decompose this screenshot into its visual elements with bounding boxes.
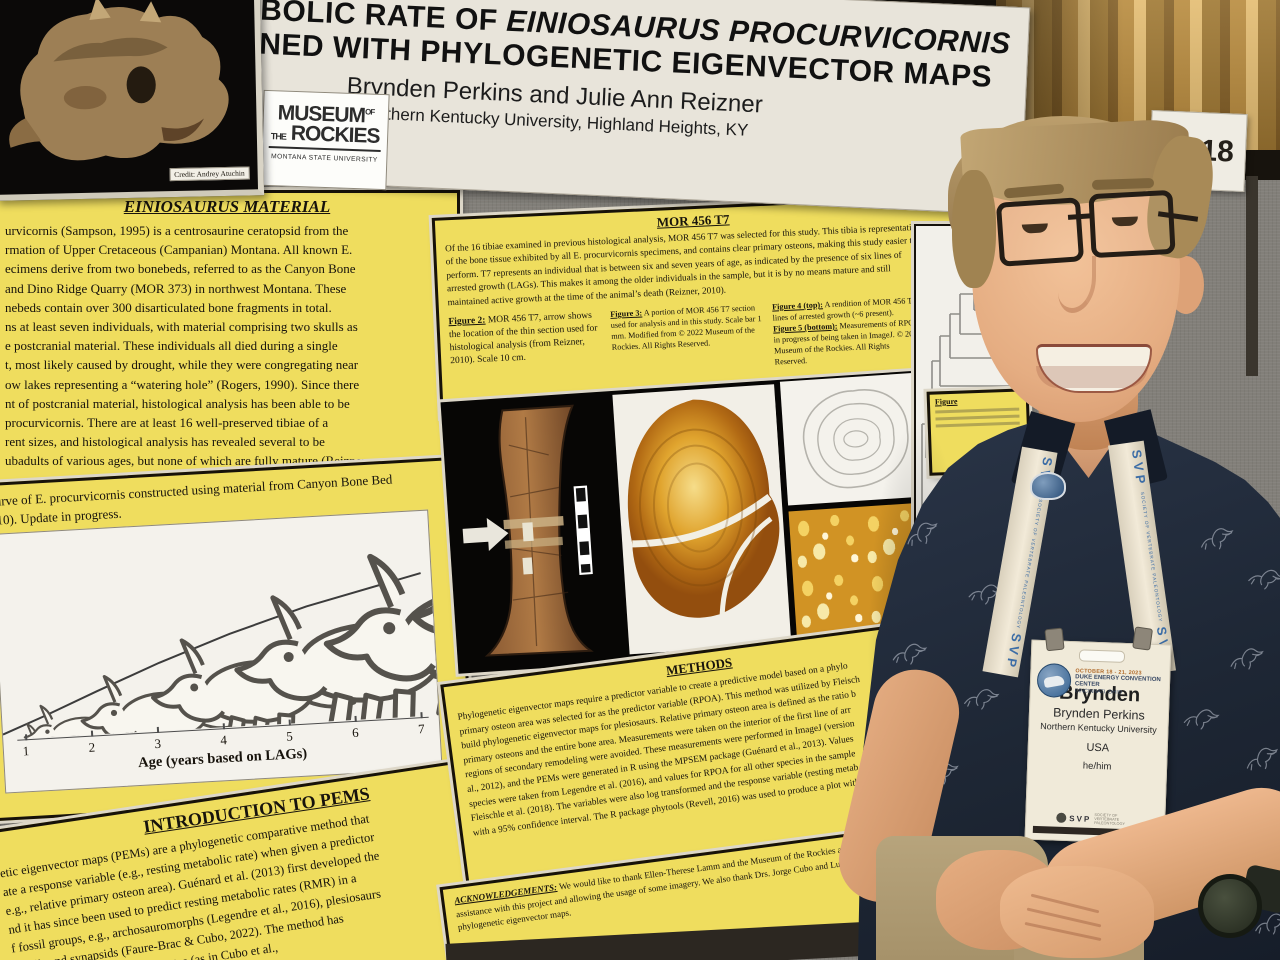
dino-print-icon <box>1195 520 1238 552</box>
badge-card: OCTOBER 18 - 21, 2023 DUKE ENERGY CONVEN… <box>1024 639 1172 845</box>
dino-print-icon <box>890 638 930 665</box>
logo-rockies: ROCKIES <box>290 121 380 148</box>
badge-slot <box>1078 649 1126 663</box>
poster-section-einiosaurus-material: EINIOSAURUS MATERIAL urvicornis (Sampson… <box>0 190 460 502</box>
material-body: urvicornis (Sampson, 1995) is a centrosa… <box>5 221 449 471</box>
figure5-caption: Figure 5 (bottom): Measurements of RPOA … <box>773 317 925 368</box>
left-hand <box>1000 866 1154 958</box>
text-line: nt of postcranial material, histological… <box>5 395 350 411</box>
text-line: t, most likely caused by drought, while … <box>5 357 359 373</box>
dino-print-icon <box>1226 641 1268 671</box>
poster-figure-image-strip <box>440 370 942 674</box>
text-line: and Dino Ridge Quarry (MOR 373) in north… <box>5 280 347 296</box>
dino-print-icon <box>961 681 1003 711</box>
figure3-label: Figure 3: <box>610 308 643 319</box>
badge-header: OCTOBER 18 - 21, 2023 DUKE ENERGY CONVEN… <box>1036 662 1164 701</box>
growth-curve-drawing <box>2 511 439 740</box>
text-line: nebeds contain over 300 disarticulated b… <box>5 299 332 315</box>
hair-side-left <box>952 170 996 288</box>
text-line: ecimens derive from two bonebeds, referr… <box>5 261 356 277</box>
badge-country: USA <box>1086 741 1110 755</box>
poster-figure1-growth-curve: curve of E. procurvicornis constructed u… <box>0 456 476 822</box>
logo-the: THE <box>270 131 287 142</box>
material-heading: EINIOSAURUS MATERIAL <box>123 197 331 216</box>
einiosaurus-skull-photo: Credit: Andrey Atuchin <box>0 0 265 201</box>
text-line: 2 <box>85 739 98 756</box>
badge-pronouns: he/him <box>1082 760 1112 773</box>
text-line: 3 <box>151 736 164 753</box>
text-line: 4 <box>217 732 230 749</box>
mouth-shading <box>1036 366 1148 388</box>
histology-drawing <box>627 399 781 618</box>
badge-affiliation: Northern Kentucky University <box>1040 721 1157 736</box>
badge-footer-svp: SVP <box>1069 813 1092 824</box>
logo-university: MONTANA STATE UNIVERSITY <box>270 153 378 164</box>
figure3-caption: Figure 3: A portion of MOR 456 T7 sectio… <box>610 302 765 375</box>
badge-footer-org: SOCIETY OF VERTEBRATE PALEONTOLOGY <box>1094 812 1126 827</box>
dino-print-icon <box>1240 739 1280 774</box>
figure4-5-caption: Figure 4 (top): A rendition of MOR 456 T… <box>772 295 925 368</box>
poster-board-right-frame <box>1246 176 1258 376</box>
conference-badge: OCTOBER 18 - 21, 2023 DUKE ENERGY CONVEN… <box>1024 626 1172 845</box>
text-line: rmation of Upper Cretaceous (Campanian) … <box>5 242 353 258</box>
nose <box>1058 256 1096 313</box>
lag-rings-svg <box>802 389 909 489</box>
text-line: ubadults of various ages, but none of wh… <box>5 453 369 469</box>
badge-clip-left <box>1044 627 1065 652</box>
dino-print-icon <box>1180 700 1223 732</box>
logo-rockies-word: THE ROCKIES <box>268 121 382 152</box>
dino-print-icon <box>1244 559 1280 595</box>
figure5-label: Figure 5 (bottom): <box>772 321 838 334</box>
text-line: ns at least seven individuals, with mate… <box>5 319 358 335</box>
badge-event-info: OCTOBER 18 - 21, 2023 DUKE ENERGY CONVEN… <box>1075 668 1164 697</box>
unreadable-text-line <box>935 407 1020 414</box>
side-figure-label: Figure <box>934 396 958 407</box>
text-line: 1 <box>20 743 33 760</box>
figure2-caption: Figure 2: MOR 456 T7, arrow shows the lo… <box>448 309 603 382</box>
lag-rings-drawing <box>779 372 926 506</box>
text-line: rent sizes, and histological analysis ha… <box>5 434 325 450</box>
photo-credit-label: Credit: Andrey Atuchin <box>169 166 250 182</box>
histology-section-photo <box>612 384 792 655</box>
text-line: 7 <box>415 721 428 738</box>
badge-clip-right <box>1132 626 1154 651</box>
text-line: ow lakes representing a “watering hole” … <box>5 376 360 392</box>
text-line: e postcranial material. These individual… <box>5 338 338 354</box>
scale-bar <box>573 485 593 575</box>
figure2-label: Figure 2: <box>448 315 486 328</box>
svp-skull-logo-icon <box>1036 662 1072 699</box>
tibia-bone-photo <box>462 404 594 657</box>
dinosaur-skull-pin <box>1030 472 1066 500</box>
text-line: 6 <box>349 725 362 742</box>
text-line: 5 <box>283 728 296 745</box>
wristwatch <box>1198 874 1262 938</box>
figure4-label: Figure 4 (top): <box>771 300 824 312</box>
text-line: urvicornis (Sampson, 1995) is a centrosa… <box>5 223 349 238</box>
svp-footer-logo-icon <box>1056 812 1067 823</box>
museum-of-the-rockies-logo: MUSEUMOF THE ROCKIES MONTANA STATE UNIVE… <box>260 89 390 191</box>
mor-figure-captions: Figure 2: MOR 456 T7, arrow shows the lo… <box>448 294 948 383</box>
text-line: procurvicornis. There are at least 16 we… <box>5 415 329 431</box>
logo-of: OF <box>364 107 375 117</box>
skull-illustration <box>9 0 229 161</box>
